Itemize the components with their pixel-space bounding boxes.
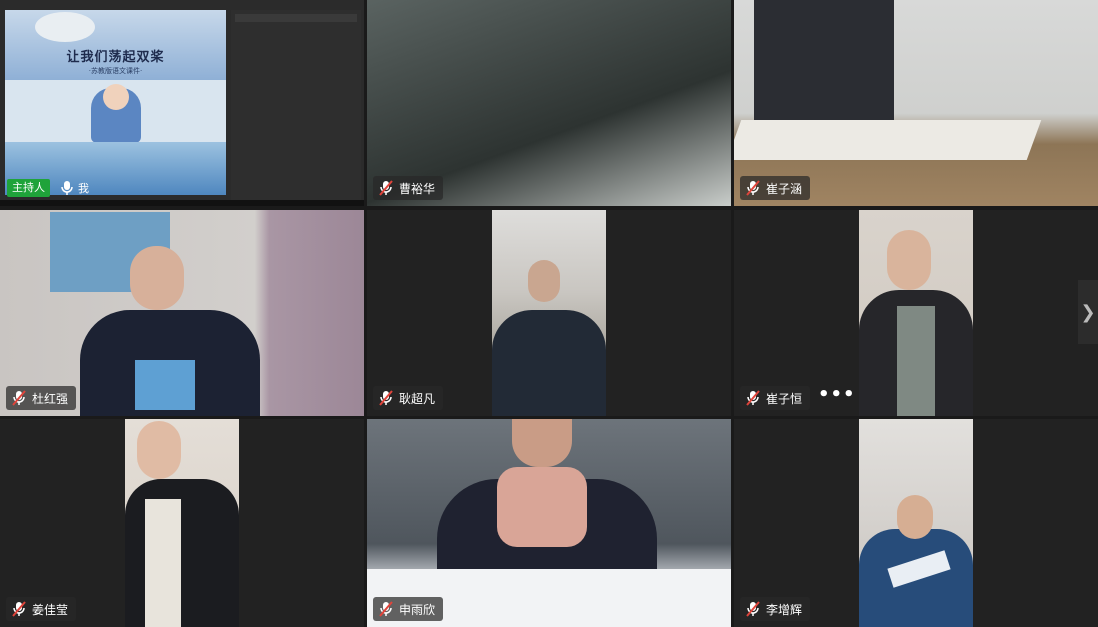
mic-muted-icon	[746, 601, 760, 617]
presenter-notes-panel	[231, 10, 361, 202]
participant-name: 申雨欣	[399, 602, 436, 617]
mic-muted-icon	[12, 390, 26, 406]
participant-name-tag: 崔子恒	[740, 386, 811, 410]
participant-tile[interactable]: 崔子恒 •••	[734, 210, 1098, 416]
slide-title: 让我们荡起双桨	[66, 50, 165, 65]
participant-tile[interactable]: 崔子涵	[734, 0, 1098, 206]
participant-tile[interactable]: 耿超凡	[367, 210, 731, 416]
self-label: 我	[60, 179, 89, 197]
participant-tile[interactable]: 曹裕华	[367, 0, 731, 206]
mic-muted-icon	[379, 390, 393, 406]
presenter-toolbar	[0, 200, 364, 206]
more-options-button[interactable]: •••	[818, 384, 856, 405]
participant-name-tag: 耿超凡	[373, 386, 444, 410]
participant-tile[interactable]: 姜佳莹	[0, 419, 364, 627]
participant-name: 崔子恒	[766, 391, 803, 406]
participant-tile[interactable]: 申雨欣	[367, 419, 731, 627]
mic-muted-icon	[12, 601, 26, 617]
self-name: 我	[78, 182, 89, 195]
mic-icon[interactable]	[60, 180, 74, 196]
video-feed	[859, 419, 973, 627]
mic-muted-icon	[379, 180, 393, 196]
video-feed	[367, 419, 731, 627]
mic-muted-icon	[746, 390, 760, 406]
video-feed	[367, 0, 731, 206]
host-badge: 主持人	[7, 179, 50, 197]
participant-name: 崔子涵	[766, 181, 803, 196]
participant-name-tag: 曹裕华	[373, 176, 444, 200]
participant-name-tag: 申雨欣	[373, 597, 444, 621]
chevron-right-icon: ❯	[1080, 301, 1096, 323]
participant-tile[interactable]: 杜红强	[0, 210, 364, 416]
participant-name: 曹裕华	[399, 181, 436, 196]
host-tile[interactable]: 让我们荡起双桨 ·苏教版语文课件· 主持人 我	[0, 0, 364, 206]
participant-name-tag: 李增辉	[740, 597, 811, 621]
mic-muted-icon	[746, 180, 760, 196]
video-feed	[125, 419, 239, 627]
participant-tile[interactable]: 李增辉	[734, 419, 1098, 627]
participant-name: 杜红强	[32, 391, 69, 406]
participant-name-tag: 姜佳莹	[6, 597, 77, 621]
participant-name-tag: 杜红强	[6, 386, 77, 410]
participant-name: 李增辉	[766, 602, 803, 617]
shared-slide: 让我们荡起双桨 ·苏教版语文课件·	[5, 10, 226, 195]
mic-muted-icon	[379, 601, 393, 617]
participant-name: 姜佳莹	[32, 602, 69, 617]
slide-subtitle: ·苏教版语文课件·	[88, 67, 143, 75]
participant-name: 耿超凡	[399, 391, 436, 406]
video-feed	[859, 210, 973, 416]
video-feed	[492, 210, 606, 416]
participant-name-tag: 崔子涵	[740, 176, 811, 200]
next-page-button[interactable]: ❯	[1078, 280, 1098, 344]
